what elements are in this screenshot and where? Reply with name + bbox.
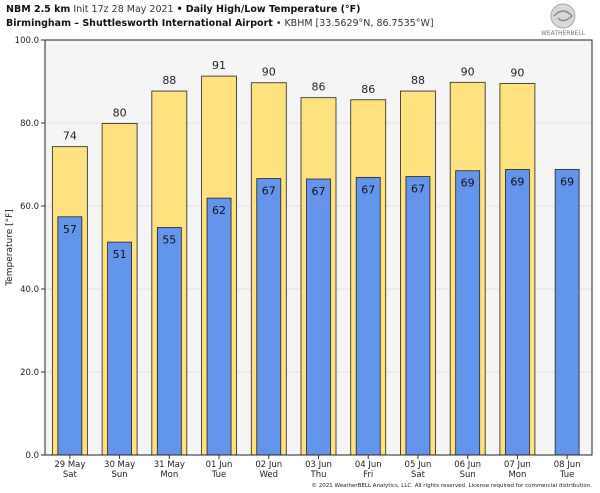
model-name: NBM 2.5 km <box>6 4 71 15</box>
x-tick-day-label: Fri <box>363 470 373 480</box>
logo-swirl-icon <box>553 10 574 22</box>
x-tick-date-label: 29 May <box>54 460 85 470</box>
x-tick-date-label: 01 Jun <box>206 460 233 470</box>
logo-globe-icon <box>550 3 576 29</box>
low-temp-label: 69 <box>560 175 574 188</box>
high-temp-label: 90 <box>262 66 276 79</box>
low-temp-label: 67 <box>361 183 375 196</box>
high-temp-label: 88 <box>162 74 176 87</box>
high-temp-label: 91 <box>212 59 226 72</box>
high-temp-label: 86 <box>312 81 326 94</box>
station-name: Birmingham – Shuttlesworth International… <box>6 18 273 29</box>
low-temp-label: 55 <box>162 234 176 247</box>
x-tick-day-label: Sat <box>411 470 426 480</box>
high-temp-label: 80 <box>113 106 127 119</box>
x-tick-date-label: 08 Jun <box>554 460 581 470</box>
low-temp-bar <box>455 170 481 456</box>
low-temp-label: 67 <box>312 185 326 198</box>
init-time: Init 17z 28 May 2021 <box>73 4 174 15</box>
low-temp-label: 69 <box>461 177 475 190</box>
low-temp-bar <box>355 176 381 456</box>
low-temp-label: 62 <box>212 204 226 217</box>
x-tick-day-label: Sun <box>112 470 128 480</box>
weatherbell-logo: WEATHERBELL <box>541 3 586 37</box>
x-tick-date-label: 30 May <box>104 460 135 470</box>
low-temp-bar <box>554 169 580 456</box>
x-tick-date-label: 02 Jun <box>255 460 282 470</box>
header-bullet: • <box>176 4 183 15</box>
station-id: • KBHM [33.5629°N, 86.7535°W] <box>275 18 434 29</box>
x-tick-day-label: Tue <box>211 470 227 480</box>
high-temp-label: 90 <box>510 67 524 80</box>
low-temp-label: 67 <box>411 183 425 196</box>
high-temp-label: 88 <box>411 74 425 87</box>
low-temp-bar <box>156 227 182 456</box>
low-temp-bar <box>107 241 132 456</box>
y-tick-label: 0.0 <box>25 451 39 461</box>
x-tick-date-label: 05 Jun <box>405 460 432 470</box>
low-temp-bar <box>57 216 83 456</box>
y-tick-label: 40.0 <box>20 285 39 295</box>
y-axis-label: Temperature [°F] <box>5 209 15 287</box>
x-tick-date-label: 04 Jun <box>355 460 382 470</box>
x-tick-day-label: Wed <box>259 470 278 480</box>
x-tick-day-label: Sun <box>460 470 476 480</box>
x-tick-day-label: Mon <box>160 470 178 480</box>
low-temp-bar <box>256 178 282 456</box>
x-tick-date-label: 31 May <box>154 460 185 470</box>
x-tick-day-label: Thu <box>310 470 327 480</box>
x-tick-date-label: 03 Jun <box>305 460 332 470</box>
chart-header-line2: Birmingham – Shuttlesworth International… <box>6 18 434 29</box>
low-temp-label: 51 <box>113 248 127 261</box>
chart-header-line1: NBM 2.5 km Init 17z 28 May 2021 • Daily … <box>6 4 361 15</box>
x-tick-date-label: 06 Jun <box>454 460 481 470</box>
x-tick-day-label: Tue <box>559 470 575 480</box>
low-temp-bar <box>306 178 331 456</box>
high-temp-label: 74 <box>63 130 77 143</box>
low-temp-label: 57 <box>63 223 77 236</box>
logo-text: WEATHERBELL <box>541 30 586 37</box>
y-tick-label: 20.0 <box>20 368 39 378</box>
x-tick-date-label: 07 Jun <box>504 460 531 470</box>
y-tick-label: 60.0 <box>20 202 39 212</box>
low-temp-label: 69 <box>510 175 524 188</box>
low-temp-bar <box>505 169 530 456</box>
high-temp-label: 90 <box>461 65 475 78</box>
high-temp-label: 86 <box>361 83 375 96</box>
copyright-text: © 2021 WeatherBELL Analytics, LLC. All r… <box>311 483 592 489</box>
plot-frame <box>44 39 593 456</box>
low-temp-bar <box>405 176 431 456</box>
x-tick-day-label: Sat <box>63 470 78 480</box>
low-temp-bar <box>206 197 232 456</box>
y-tick-label: 80.0 <box>20 119 39 129</box>
y-tick-label: 100.0 <box>15 36 39 46</box>
chart-title: Daily High/Low Temperature (°F) <box>185 4 361 15</box>
low-temp-label: 67 <box>262 185 276 198</box>
x-tick-day-label: Mon <box>508 470 526 480</box>
